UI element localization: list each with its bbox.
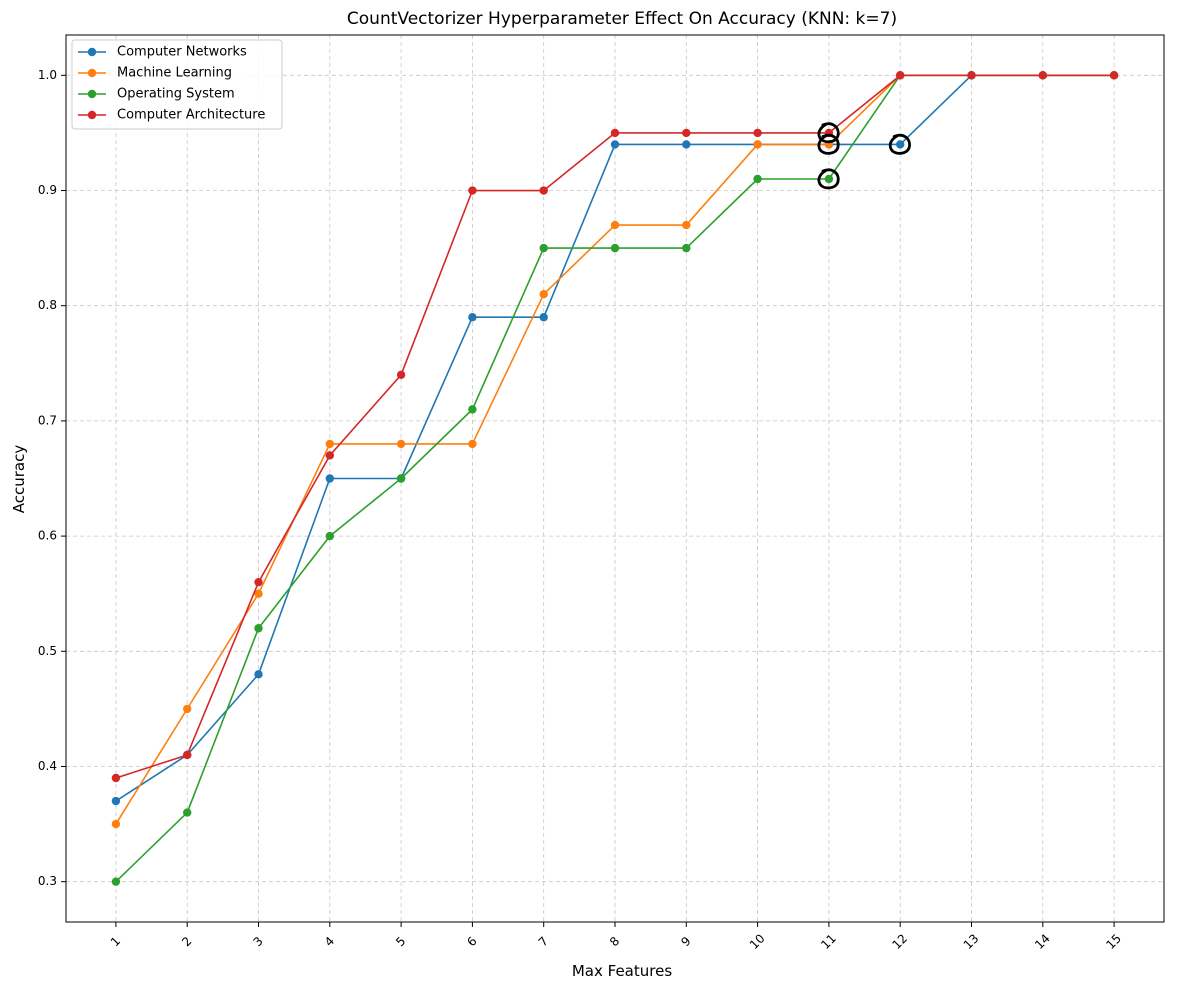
data-point-computer-architecture: [682, 128, 691, 138]
annotation-circle: [817, 122, 840, 144]
data-point-computer-networks: [610, 140, 620, 149]
data-point-operating-system: [396, 474, 406, 483]
data-point-computer-architecture: [325, 451, 335, 460]
legend-label-computer-architecture: Computer Architecture: [117, 108, 265, 123]
y-tick-label: 1.0: [38, 68, 57, 82]
annotation-circle: [817, 168, 840, 190]
data-point-computer-networks: [254, 670, 263, 679]
data-point-computer-architecture: [1109, 71, 1119, 80]
data-point-computer-architecture: [895, 71, 905, 80]
data-point-computer-architecture: [967, 71, 976, 80]
data-point-computer-architecture: [753, 128, 762, 138]
data-point-operating-system: [111, 877, 121, 886]
data-point-operating-system: [824, 174, 834, 184]
data-point-computer-networks: [682, 140, 691, 149]
y-tick-label: 0.4: [38, 759, 57, 773]
data-point-computer-architecture: [254, 577, 263, 587]
x-axis-label: Max Features: [572, 962, 672, 980]
y-tick-label: 0.7: [38, 413, 57, 427]
data-point-machine-learning: [111, 819, 121, 829]
data-point-computer-networks: [468, 313, 477, 322]
data-point-computer-architecture: [396, 370, 406, 380]
data-point-operating-system: [254, 624, 263, 633]
legend-box: [71, 39, 283, 130]
data-point-computer-architecture: [610, 128, 620, 138]
data-point-computer-networks: [539, 313, 548, 322]
legend-label-computer-networks: Computer Networks: [117, 45, 247, 60]
legend: Computer Networks Machine Learning Operati…: [71, 39, 283, 130]
grid-lines: [66, 35, 1164, 922]
data-point-machine-learning: [183, 704, 192, 714]
data-point-operating-system: [468, 405, 477, 414]
data-point-computer-networks: [895, 140, 905, 149]
data-point-machine-learning: [682, 220, 691, 230]
data-point-machine-learning: [753, 140, 762, 149]
data-point-computer-networks: [325, 474, 335, 483]
y-tick-label: 0.8: [38, 298, 57, 312]
y-tick-label: 0.9: [38, 183, 57, 197]
legend-swatch-marker-computer-architecture: [87, 110, 97, 120]
legend-label-machine-learning: Machine Learning: [117, 66, 232, 81]
data-point-machine-learning: [539, 289, 548, 299]
data-point-machine-learning: [254, 589, 263, 598]
legend-swatch-marker-machine-learning: [87, 68, 97, 78]
data-point-computer-architecture: [183, 750, 192, 760]
data-point-machine-learning: [396, 439, 406, 449]
series-group: [111, 71, 1119, 886]
data-point-computer-architecture: [539, 186, 548, 195]
series-computer-networks: [111, 71, 1119, 806]
annotation-circle: [888, 133, 911, 155]
data-point-computer-networks: [111, 796, 121, 806]
data-point-machine-learning: [610, 220, 620, 230]
data-point-operating-system: [610, 243, 620, 253]
data-point-operating-system: [753, 174, 762, 184]
data-point-operating-system: [183, 808, 192, 817]
y-tick-label: 0.6: [38, 529, 57, 543]
annotation-circle: [817, 133, 840, 155]
legend-swatch-marker-computer-networks: [87, 47, 97, 57]
data-point-computer-architecture: [111, 773, 121, 783]
data-point-machine-learning: [468, 439, 477, 449]
legend-label-operating-system: Operating System: [117, 87, 235, 102]
annotation-group: [817, 122, 911, 190]
data-point-computer-architecture: [1038, 71, 1047, 80]
y-tick-label: 0.3: [38, 874, 57, 888]
chart-title: CountVectorizer Hyperparameter Effect On…: [347, 9, 897, 29]
data-point-machine-learning: [325, 439, 335, 449]
y-tick-label: 0.5: [38, 644, 57, 658]
data-point-operating-system: [325, 531, 335, 541]
data-point-computer-architecture: [468, 186, 477, 195]
data-point-operating-system: [539, 243, 548, 253]
y-axis-label: Accuracy: [10, 445, 28, 514]
series-computer-architecture: [111, 71, 1119, 783]
data-point-operating-system: [682, 243, 691, 253]
legend-swatch-marker-operating-system: [87, 89, 97, 99]
